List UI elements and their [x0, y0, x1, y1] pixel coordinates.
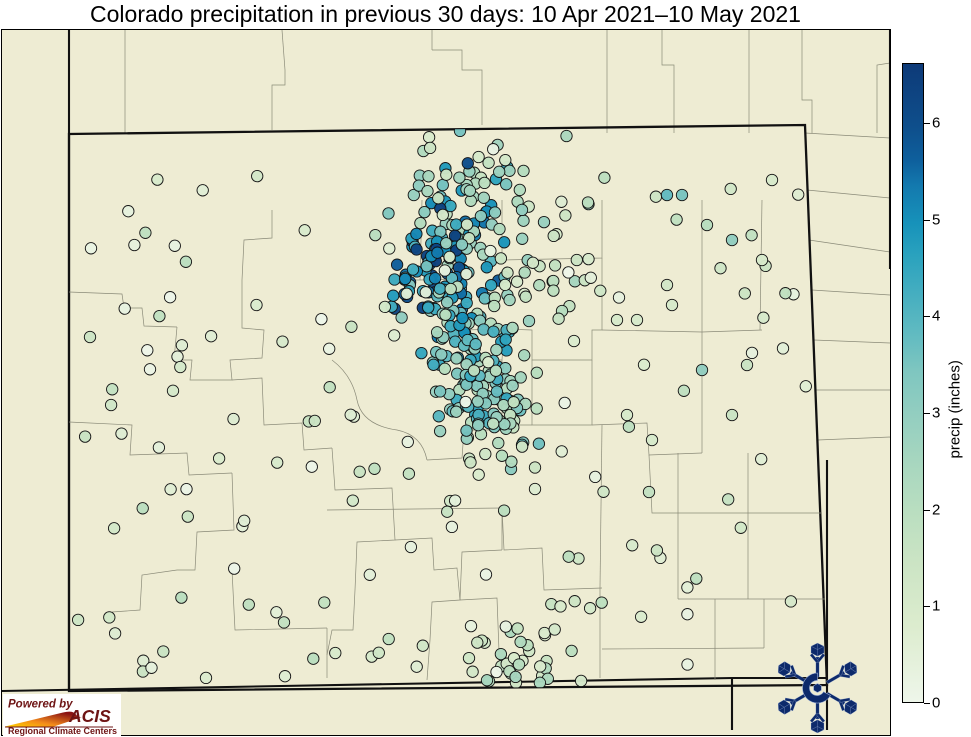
svg-text:ACIS: ACIS	[68, 706, 111, 726]
svg-text:Regional Climate Centers: Regional Climate Centers	[8, 726, 117, 736]
svg-text:Powered by: Powered by	[8, 699, 73, 711]
